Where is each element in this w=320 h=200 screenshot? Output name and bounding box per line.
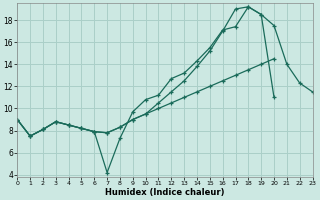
- X-axis label: Humidex (Indice chaleur): Humidex (Indice chaleur): [105, 188, 225, 197]
